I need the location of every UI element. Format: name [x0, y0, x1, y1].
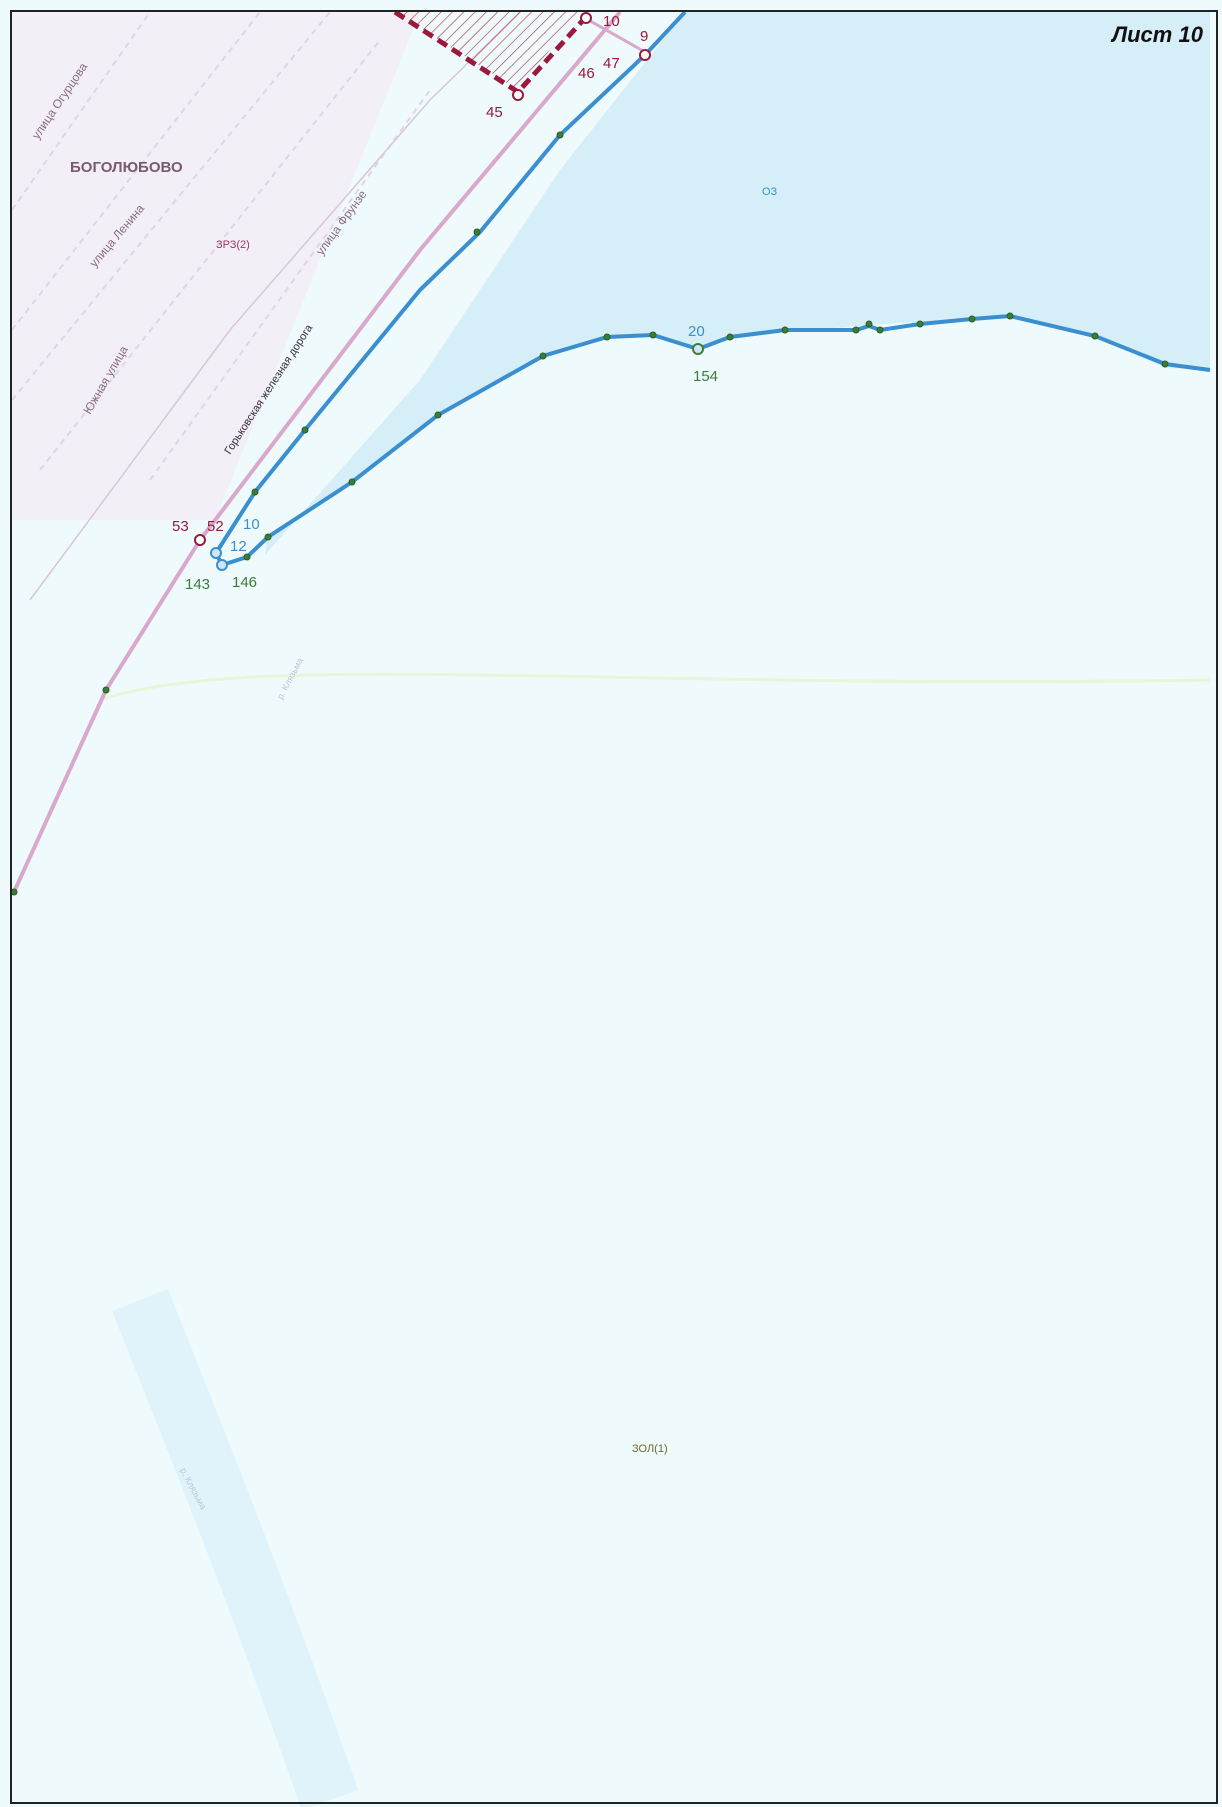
- settlement-label: БОГОЛЮБОВО: [70, 159, 183, 176]
- point-label-9: 9: [640, 28, 648, 45]
- river-ribbon-upper: [99, 672, 1211, 702]
- point-label-52: 52: [207, 518, 224, 535]
- river-ribbon-lower: [112, 1288, 359, 1807]
- protected-zone-hatched: [395, 12, 580, 90]
- point-label-10-maroon: 10: [603, 13, 620, 30]
- sheet-border: [10, 10, 1218, 1804]
- settlement-area: [12, 12, 420, 520]
- sheet-number-label: Лист 10: [1112, 22, 1203, 47]
- street-grid: [11, 11, 431, 481]
- point-label-20: 20: [688, 323, 705, 340]
- point-label-154: 154: [693, 368, 718, 385]
- zone-label-zrz: ЗРЗ(2): [216, 239, 250, 251]
- zone-label-oz: ОЗ: [762, 186, 778, 198]
- point-label-46: 46: [578, 65, 595, 82]
- point-label-143: 143: [185, 576, 210, 593]
- zone-label-zol: ЗОЛ(1): [632, 1443, 668, 1455]
- point-label-10-blue: 10: [243, 516, 260, 533]
- point-label-53: 53: [172, 518, 189, 535]
- lake-boundary-outer: [214, 10, 687, 555]
- point-label-45: 45: [486, 104, 503, 121]
- marked-points: [194, 12, 704, 571]
- point-label-146: 146: [232, 574, 257, 591]
- zone-connector: [584, 16, 646, 54]
- point-label-47: 47: [603, 55, 620, 72]
- point-label-12: 12: [230, 538, 247, 555]
- lake-area: [265, 12, 1210, 555]
- boundary-vertices: [10, 131, 1169, 896]
